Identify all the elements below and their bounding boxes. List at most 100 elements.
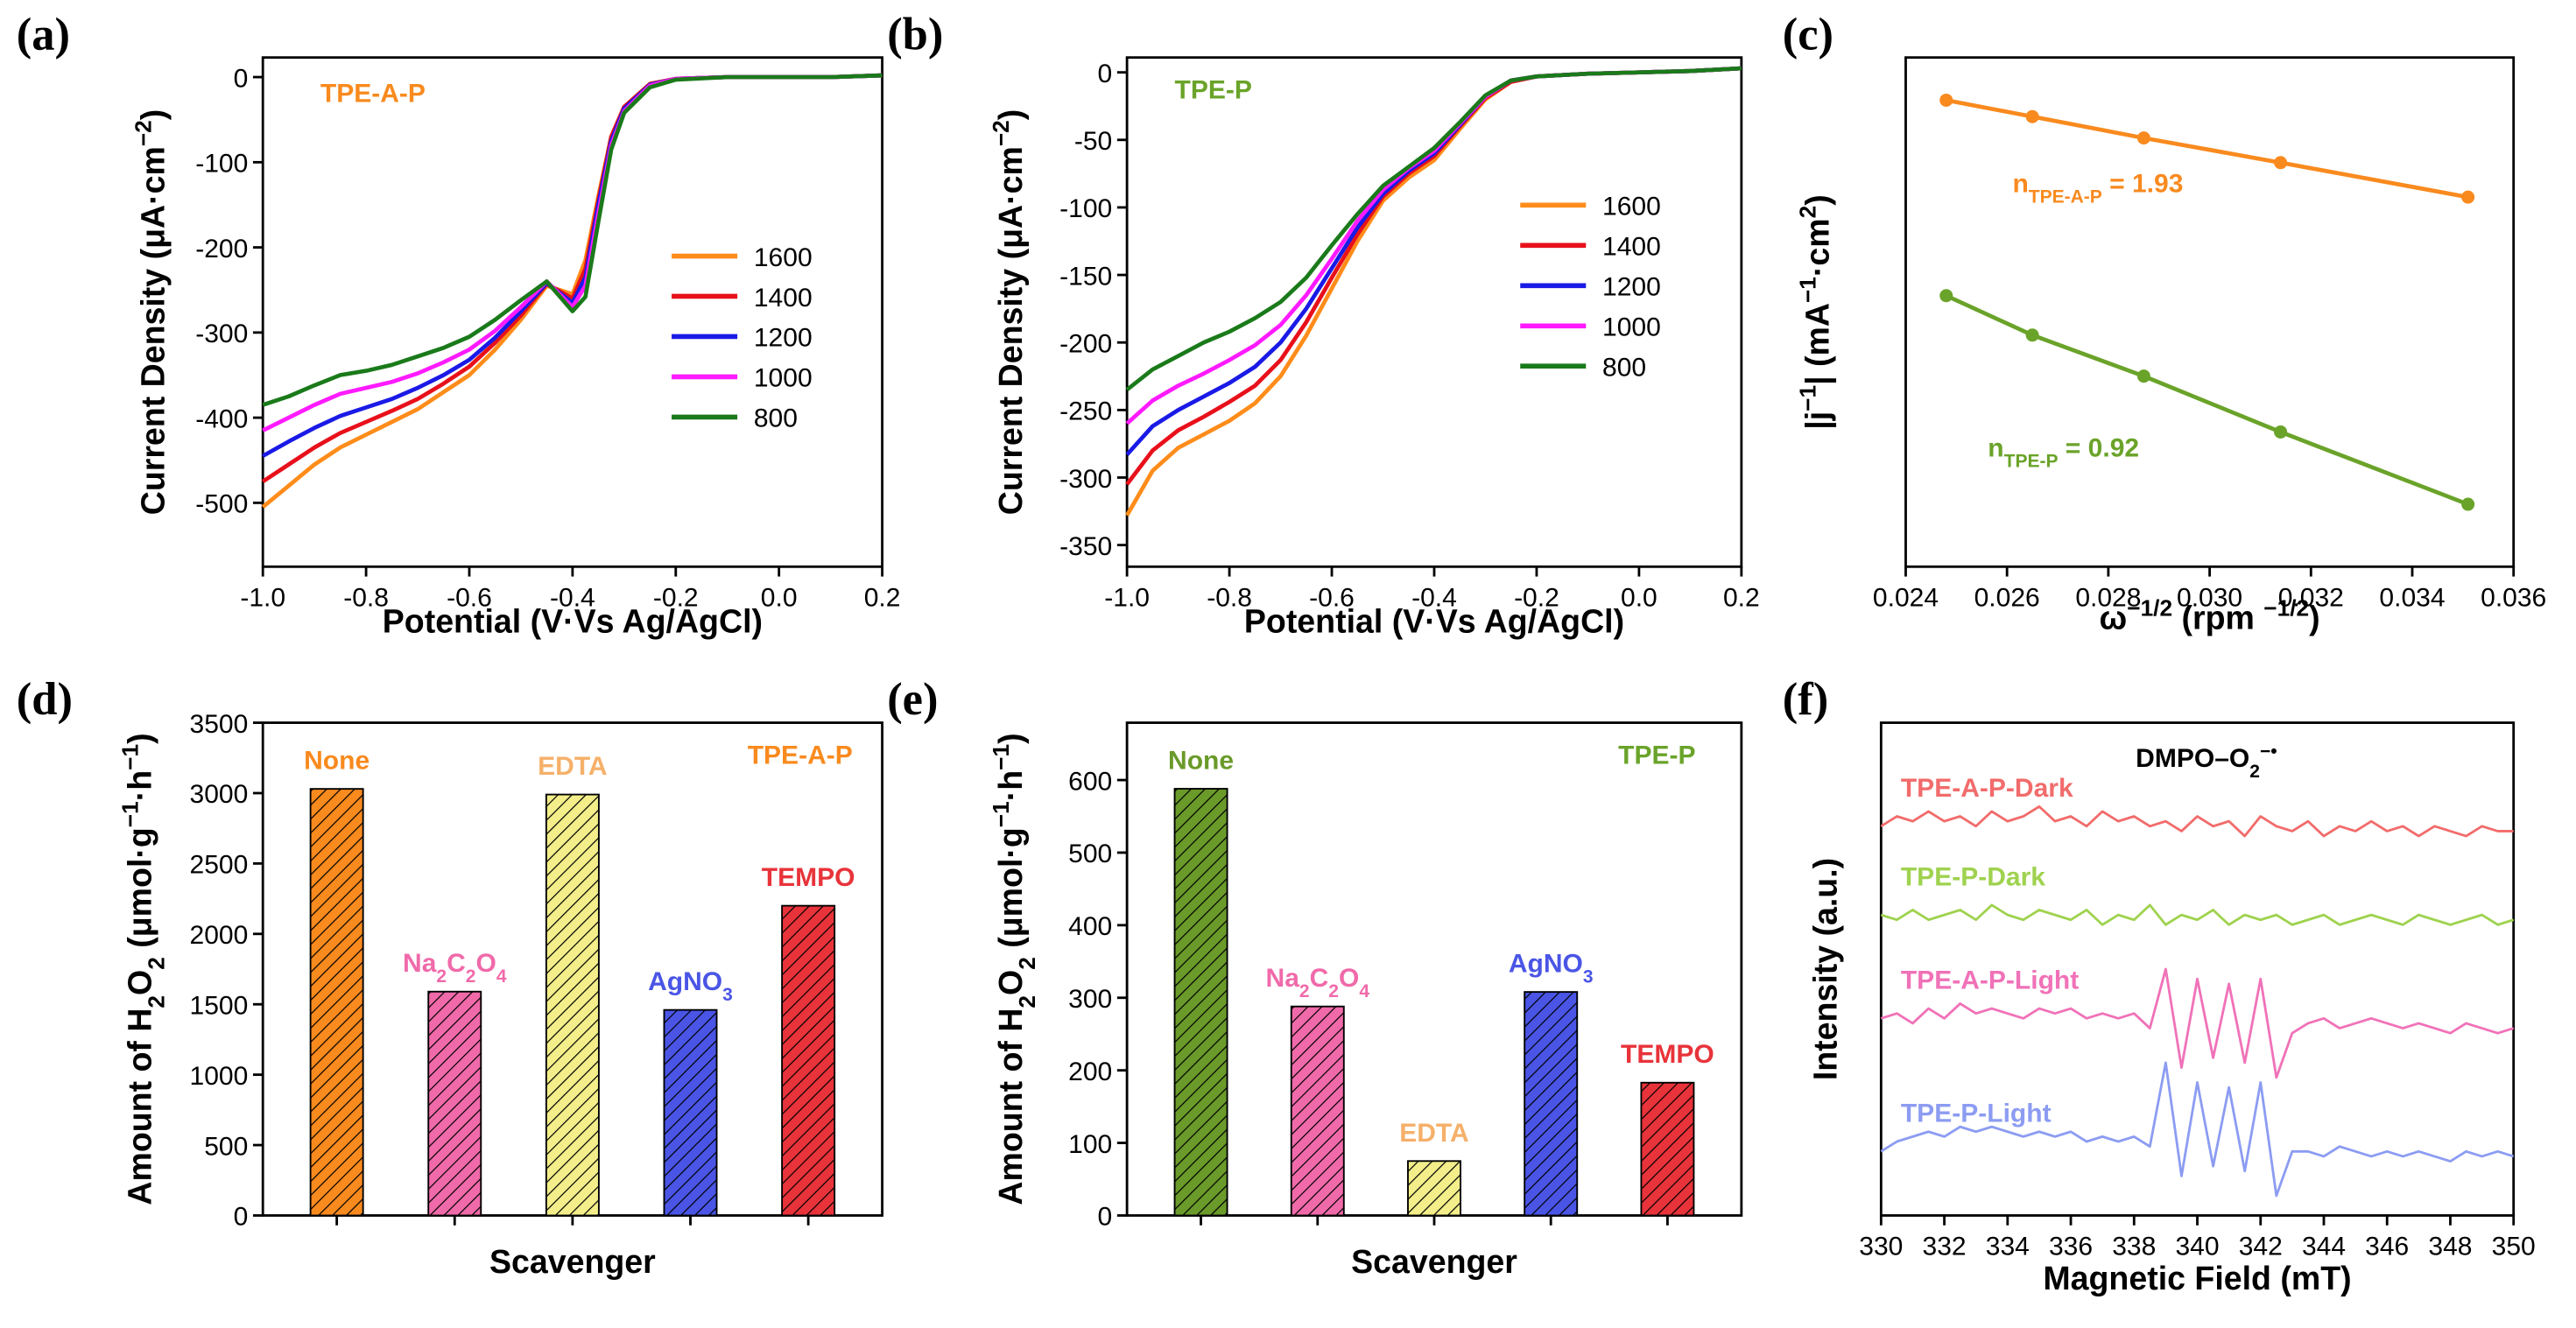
x-tick-label: 332 — [1923, 1232, 1967, 1261]
y-tick-label: -400 — [195, 404, 248, 433]
bar — [1290, 1005, 1345, 1217]
text-part: 2 — [436, 966, 447, 987]
annotation: TPE-P — [1175, 76, 1252, 105]
text-part: TPE-A-P — [320, 79, 426, 108]
y-tick-label: -250 — [1059, 397, 1112, 426]
bar-label: EDTA — [1399, 1119, 1468, 1148]
y-tick-label: 0 — [1098, 1203, 1113, 1232]
y-tick-label: 2500 — [190, 851, 249, 880]
text-part: ) — [992, 109, 1029, 120]
text-part: 3 — [1583, 966, 1594, 987]
point — [1939, 93, 1953, 107]
x-axis-label: Scavenger — [489, 1243, 656, 1280]
y-axis-label: Current Density (μA·cm−2) — [130, 109, 172, 516]
text-part: Current Density (μA·cm — [992, 146, 1029, 515]
y-tick-label: -200 — [195, 235, 248, 263]
legend-label: 1000 — [754, 364, 813, 393]
y-tick-label: -150 — [1059, 262, 1112, 291]
text-part: ) — [135, 109, 172, 120]
text-part: (μmol·g — [992, 827, 1029, 957]
y-tick-label: 0 — [1098, 60, 1113, 88]
x-tick-label: 0.0 — [761, 583, 798, 612]
x-axis-label: Potential (V·Vs Ag/AgCl) — [383, 602, 763, 639]
text-part: ·cm — [1798, 218, 1835, 277]
text-part: 2 — [466, 966, 476, 987]
text-part: (rpm — [2172, 600, 2263, 636]
x-tick-label: 0.024 — [1873, 583, 1939, 612]
x-tick-label: 350 — [2492, 1232, 2536, 1261]
bar-label: TEMPO — [762, 863, 855, 892]
x-tick-label: -0.4 — [1411, 583, 1457, 612]
y-axis-label: Intensity (a.u.) — [1807, 858, 1844, 1080]
y-tick-label: 200 — [1068, 1057, 1112, 1086]
text-part: 2 — [1014, 957, 1040, 970]
panel-label: (c) — [1783, 9, 1833, 60]
text-part: TPE-P — [1618, 741, 1695, 769]
text-part: ) — [1798, 194, 1835, 205]
y-tick-label: -300 — [1059, 465, 1112, 494]
text-part: −1 — [1794, 385, 1820, 411]
x-axis-label: Scavenger — [1351, 1243, 1517, 1280]
text-part: 2 — [144, 995, 170, 1008]
text-part: TPE-P — [2004, 451, 2059, 471]
text-part: −1 — [988, 801, 1014, 827]
text-part: = 1.93 — [2102, 170, 2184, 199]
bar — [663, 1008, 718, 1217]
text-part: ) — [2309, 600, 2320, 636]
x-tick-label: -0.6 — [1309, 583, 1355, 612]
panel-label: (a) — [17, 9, 70, 60]
series-line — [1880, 805, 2514, 838]
y-axis-label: Amount of H2O2 (μmol·g−1·h−1) — [117, 733, 170, 1205]
bar-label: Na2C2O4 — [1266, 964, 1370, 1001]
y-tick-label: 0 — [234, 1203, 249, 1232]
x-tick-label: 0.2 — [864, 583, 901, 612]
series-label: TPE-A-P-Dark — [1901, 774, 2073, 803]
text-part: −2 — [130, 120, 157, 146]
x-tick-label: 0.030 — [2177, 583, 2242, 612]
annotation: TPE-A-P — [320, 79, 426, 108]
text-part: None — [1168, 746, 1234, 775]
y-axis-label: Current Density (μA·cm−2) — [988, 109, 1029, 516]
x-tick-label: 342 — [2239, 1232, 2283, 1261]
x-tick-label: 0.036 — [2481, 583, 2546, 612]
y-tick-label: -300 — [195, 320, 248, 348]
text-part: = 0.92 — [2058, 434, 2139, 463]
annotation: DMPO–O2−• — [2136, 741, 2277, 782]
annotation: nTPE-P = 0.92 — [1988, 434, 2139, 471]
plot-frame — [1904, 56, 2516, 568]
series-line — [1945, 293, 2469, 507]
x-tick-label: -1.0 — [1104, 583, 1150, 612]
text-part: 4 — [496, 966, 507, 987]
point — [2136, 131, 2150, 145]
text-part: TPE-A-P — [748, 741, 853, 769]
series-line — [1880, 903, 2515, 926]
y-tick-label: 400 — [1068, 912, 1112, 941]
legend-label: 1400 — [754, 284, 813, 313]
y-tick-label: 500 — [1068, 840, 1112, 868]
series-line — [262, 73, 883, 407]
text-part: Na — [1266, 964, 1300, 993]
x-tick-label: 0.026 — [1974, 583, 2040, 612]
x-tick-label: -1.0 — [240, 583, 285, 612]
bar-label: TEMPO — [1621, 1040, 1714, 1069]
x-tick-label: 0.2 — [1723, 583, 1760, 612]
legend-label: 1400 — [1602, 233, 1661, 262]
text-part: AgNO — [648, 967, 722, 996]
y-tick-label: 1500 — [190, 991, 249, 1020]
x-tick-label: -0.8 — [343, 583, 389, 612]
x-tick-label: 0.028 — [2075, 583, 2141, 612]
x-axis-label: Magnetic Field (mT) — [2043, 1260, 2351, 1296]
panel-label: (d) — [17, 674, 73, 725]
bar — [781, 904, 836, 1217]
text-part: TPE-A-P — [2029, 186, 2102, 207]
bar-label: AgNO3 — [648, 967, 733, 1004]
x-tick-label: -0.4 — [550, 583, 595, 612]
bar — [1524, 991, 1579, 1217]
point — [2025, 328, 2039, 342]
text-part: (μmol·g — [122, 827, 158, 957]
legend-label: 1200 — [754, 324, 813, 353]
text-part: O — [475, 949, 496, 978]
y-tick-label: 500 — [204, 1132, 248, 1161]
